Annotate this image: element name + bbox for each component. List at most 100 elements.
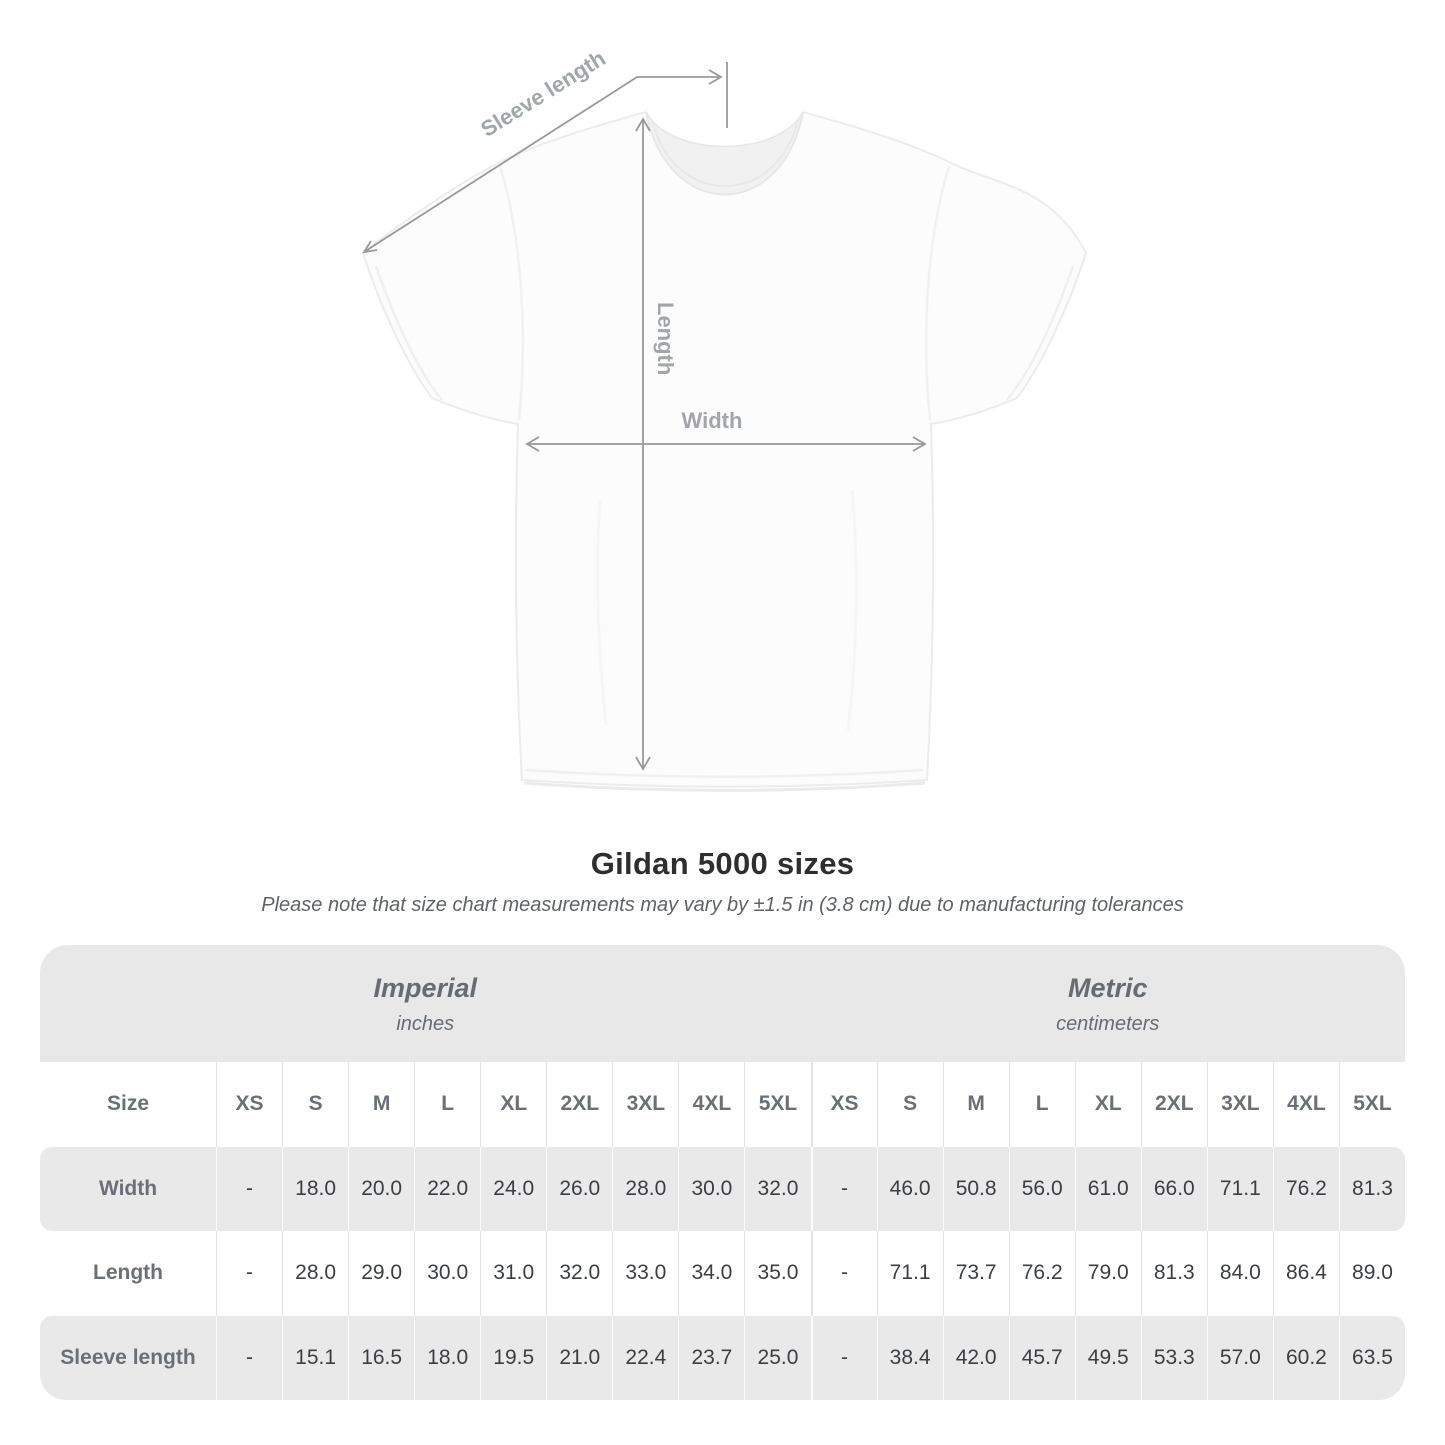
- size-column-header: 2XL: [546, 1062, 612, 1147]
- tshirt-measurement-diagram: Sleeve length Length Width: [362, 45, 1087, 792]
- imperial-unit-label: inches: [396, 1013, 455, 1035]
- measurement-value: 18.0: [282, 1146, 348, 1231]
- size-corner-label: Size: [106, 1092, 150, 1116]
- measurement-value: 89.0: [1338, 1231, 1405, 1316]
- measurement-value: 30.0: [414, 1231, 480, 1316]
- measurement-value: 49.5: [1074, 1315, 1141, 1400]
- measurement-value: 31.0: [480, 1231, 546, 1316]
- width-label: Width: [682, 408, 743, 433]
- metric-group-header: Metric centimeters: [811, 945, 1406, 1062]
- size-column-header: XS: [810, 1062, 877, 1147]
- length-label: Length: [653, 302, 678, 375]
- measurement-value: 20.0: [348, 1146, 414, 1231]
- measurement-value: 32.0: [546, 1231, 612, 1316]
- measurement-value: 56.0: [1008, 1146, 1075, 1231]
- sleeve-length-arrow: [362, 62, 728, 254]
- size-column-header: XL: [1074, 1062, 1141, 1147]
- size-column-header: M: [348, 1062, 414, 1147]
- measurement-row-sleeve-length: Sleeve length -15.1 16.5 18.0 19.5 21.0 22.4 23…: [40, 1315, 1405, 1400]
- measurement-value: 32.0: [744, 1146, 810, 1231]
- size-column-header: 3XL: [1206, 1062, 1273, 1147]
- metric-unit-label: centimeters: [1056, 1013, 1160, 1035]
- size-column-header: XS: [216, 1062, 282, 1147]
- measurement-value: 61.0: [1074, 1146, 1141, 1231]
- size-column-header: M: [942, 1062, 1009, 1147]
- measurement-value: 26.0: [546, 1146, 612, 1231]
- measurement-value: -: [810, 1315, 877, 1400]
- measurement-value: 22.4: [612, 1315, 678, 1400]
- width-arrow: [525, 436, 927, 452]
- imperial-label: Imperial: [373, 973, 478, 1003]
- measurement-value: 53.3: [1140, 1315, 1207, 1400]
- measurement-value: 81.3: [1140, 1231, 1207, 1316]
- measurement-value: 22.0: [414, 1146, 480, 1231]
- measurement-value: -: [216, 1146, 282, 1231]
- measurement-value: -: [216, 1315, 282, 1400]
- size-column-header: 2XL: [1140, 1062, 1207, 1147]
- bottom-hem-shadow: [523, 781, 926, 792]
- sleeve-hem-left: [374, 265, 443, 401]
- measurement-value: 38.4: [876, 1315, 943, 1400]
- size-header-row: Size XS S M L XL 2XL 3XL 4XL 5XL XS S M L XL 2XL 3XL 4XL 5…: [40, 1062, 1405, 1147]
- size-column-header: XL: [480, 1062, 546, 1147]
- measurement-row-length: Length -28.0 29.0 30.0 31.0 32.0 33.0 34.0 35.0-…: [40, 1231, 1405, 1316]
- measurement-value: 28.0: [612, 1146, 678, 1231]
- measurement-value: 50.8: [942, 1146, 1009, 1231]
- metric-label: Metric: [1067, 973, 1148, 1003]
- measurement-value: 42.0: [942, 1315, 1009, 1400]
- measurement-value: 30.0: [678, 1146, 744, 1231]
- size-column-header: 4XL: [1272, 1062, 1339, 1147]
- measurement-value: 24.0: [480, 1146, 546, 1231]
- measurement-value: 63.5: [1338, 1315, 1405, 1400]
- size-column-header: S: [282, 1062, 348, 1147]
- size-column-header: L: [414, 1062, 480, 1147]
- row-label: Sleeve length: [60, 1345, 196, 1369]
- wrinkle: [596, 499, 608, 726]
- measurement-value: 45.7: [1008, 1315, 1075, 1400]
- page-title: Gildan 5000 sizes: [590, 846, 855, 881]
- measurement-value: 73.7: [942, 1231, 1009, 1316]
- row-label: Length: [93, 1261, 163, 1285]
- row-label: Width: [98, 1176, 158, 1200]
- measurement-value: 60.2: [1272, 1315, 1339, 1400]
- size-column-header: S: [876, 1062, 943, 1147]
- size-column-header: 5XL: [744, 1062, 810, 1147]
- wrinkle: [846, 489, 858, 731]
- measurement-value: 19.5: [480, 1315, 546, 1400]
- measurement-value: 76.2: [1008, 1231, 1075, 1316]
- measurement-value: -: [810, 1231, 877, 1316]
- measurement-value: 15.1: [282, 1315, 348, 1400]
- page-subtitle: Please note that size chart measurements…: [261, 894, 1184, 916]
- measurement-value: 46.0: [876, 1146, 943, 1231]
- measurement-value: 66.0: [1140, 1146, 1207, 1231]
- measurement-value: 71.1: [876, 1231, 943, 1316]
- measurement-value: 35.0: [744, 1231, 810, 1316]
- measurement-value: 71.1: [1206, 1146, 1273, 1231]
- size-column-header: 5XL: [1338, 1062, 1405, 1147]
- measurement-value: 29.0: [348, 1231, 414, 1316]
- size-column-header: 3XL: [612, 1062, 678, 1147]
- armhole-seam-left: [498, 165, 525, 421]
- measurement-value: 79.0: [1074, 1231, 1141, 1316]
- measurement-value: -: [810, 1146, 877, 1231]
- imperial-group-header: Imperial inches: [40, 945, 811, 1062]
- tshirt-graphic: [362, 111, 1087, 788]
- measurement-value: 34.0: [678, 1231, 744, 1316]
- size-chart-table: Imperial inches Metric centimeters Size X…: [40, 945, 1405, 1400]
- measurement-value: -: [216, 1231, 282, 1316]
- size-column-header: L: [1008, 1062, 1075, 1147]
- sleeve-hem-right: [1006, 265, 1075, 401]
- measurement-value: 23.7: [678, 1315, 744, 1400]
- collar-seam: [651, 119, 799, 187]
- measurement-value: 25.0: [744, 1315, 810, 1400]
- unit-group-header-row: Imperial inches Metric centimeters: [40, 945, 1405, 1062]
- measurement-value: 81.3: [1338, 1146, 1405, 1231]
- measurement-value: 21.0: [546, 1315, 612, 1400]
- measurement-value: 28.0: [282, 1231, 348, 1316]
- bottom-hem-seam: [525, 768, 924, 778]
- size-column-header: 4XL: [678, 1062, 744, 1147]
- measurement-row-width: Width -18.0 20.0 22.0 24.0 26.0 28.0 30.0 32.0-4…: [40, 1146, 1405, 1231]
- armhole-seam-right: [924, 165, 951, 421]
- measurement-value: 16.5: [348, 1315, 414, 1400]
- measurement-value: 57.0: [1206, 1315, 1273, 1400]
